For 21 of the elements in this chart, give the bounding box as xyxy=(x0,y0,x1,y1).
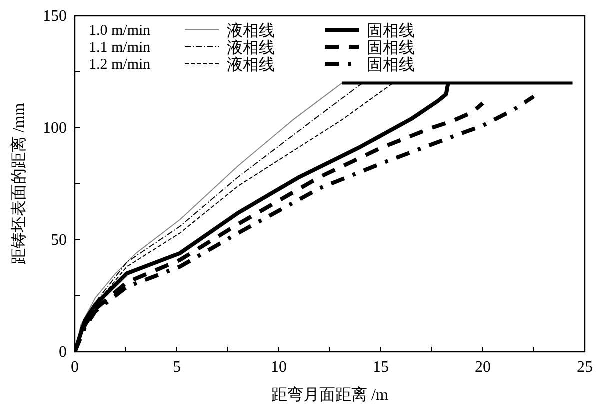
annotation: 1.2 m/min xyxy=(89,57,152,73)
x-tick-label: 15 xyxy=(373,359,389,376)
x-tick-label: 0 xyxy=(71,359,79,376)
legend-label: 液相线 xyxy=(227,22,275,40)
legend-label: 固相线 xyxy=(367,56,415,74)
legend-label: 固相线 xyxy=(367,22,415,40)
y-tick-label: 50 xyxy=(51,232,67,249)
y-tick-label: 100 xyxy=(43,120,67,137)
y-tick-label: 0 xyxy=(59,344,67,361)
annotation: 1.1 m/min xyxy=(89,40,152,56)
legend-label: 固相线 xyxy=(367,39,415,57)
annotation: 1.0 m/min xyxy=(89,23,152,39)
x-tick-label: 25 xyxy=(577,359,593,376)
y-tick-label: 150 xyxy=(43,8,67,25)
x-tick-label: 10 xyxy=(271,359,287,376)
x-axis-title: 距弯月面距离 /m xyxy=(272,386,389,404)
y-axis-title: 距铸坯表面的距离 /mm xyxy=(10,102,28,265)
legend-label: 液相线 xyxy=(227,39,275,57)
legend-label: 液相线 xyxy=(227,56,275,74)
x-tick-label: 5 xyxy=(173,359,181,376)
x-tick-label: 20 xyxy=(475,359,491,376)
